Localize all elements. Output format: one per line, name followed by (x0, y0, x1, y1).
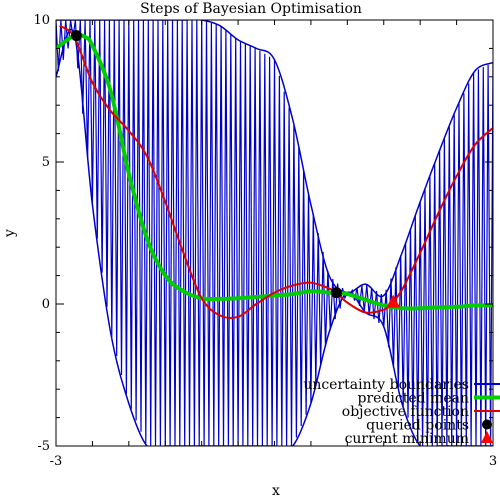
y-axis-label: y (2, 229, 18, 238)
x-tick-label: 3 (489, 454, 497, 469)
y-tick-label: 0 (42, 297, 50, 312)
uncertainty-lower-boundary (56, 29, 493, 446)
axes: -3 3 -5 0 5 10 (33, 13, 497, 469)
y-tick-label: -5 (37, 439, 50, 454)
queried-point (70, 30, 82, 42)
legend-label: uncertainty boundaries (303, 377, 469, 393)
y-tick-label: 10 (33, 13, 50, 28)
chart-title: Steps of Bayesian Optimisation (140, 1, 362, 17)
predicted-mean-series (56, 32, 493, 311)
x-axis-label: x (272, 483, 280, 499)
legend-label: queried points (366, 418, 469, 434)
plot-clipped-layer (56, 20, 493, 446)
legend-label: current minimum (345, 431, 469, 447)
plot-area (56, 20, 493, 446)
legend-label: predicted mean (358, 391, 469, 407)
legend-swatch (481, 431, 493, 443)
y-tick-label: 5 (42, 155, 50, 170)
legend-swatch (482, 419, 492, 430)
queried-point (330, 287, 342, 299)
current-minimum-marker (386, 294, 401, 308)
objective-function-series (58, 24, 493, 319)
x-tick-label: -3 (50, 454, 63, 469)
legend-label: objective function (342, 404, 469, 420)
uncertainty-upper-boundary (56, 20, 493, 298)
